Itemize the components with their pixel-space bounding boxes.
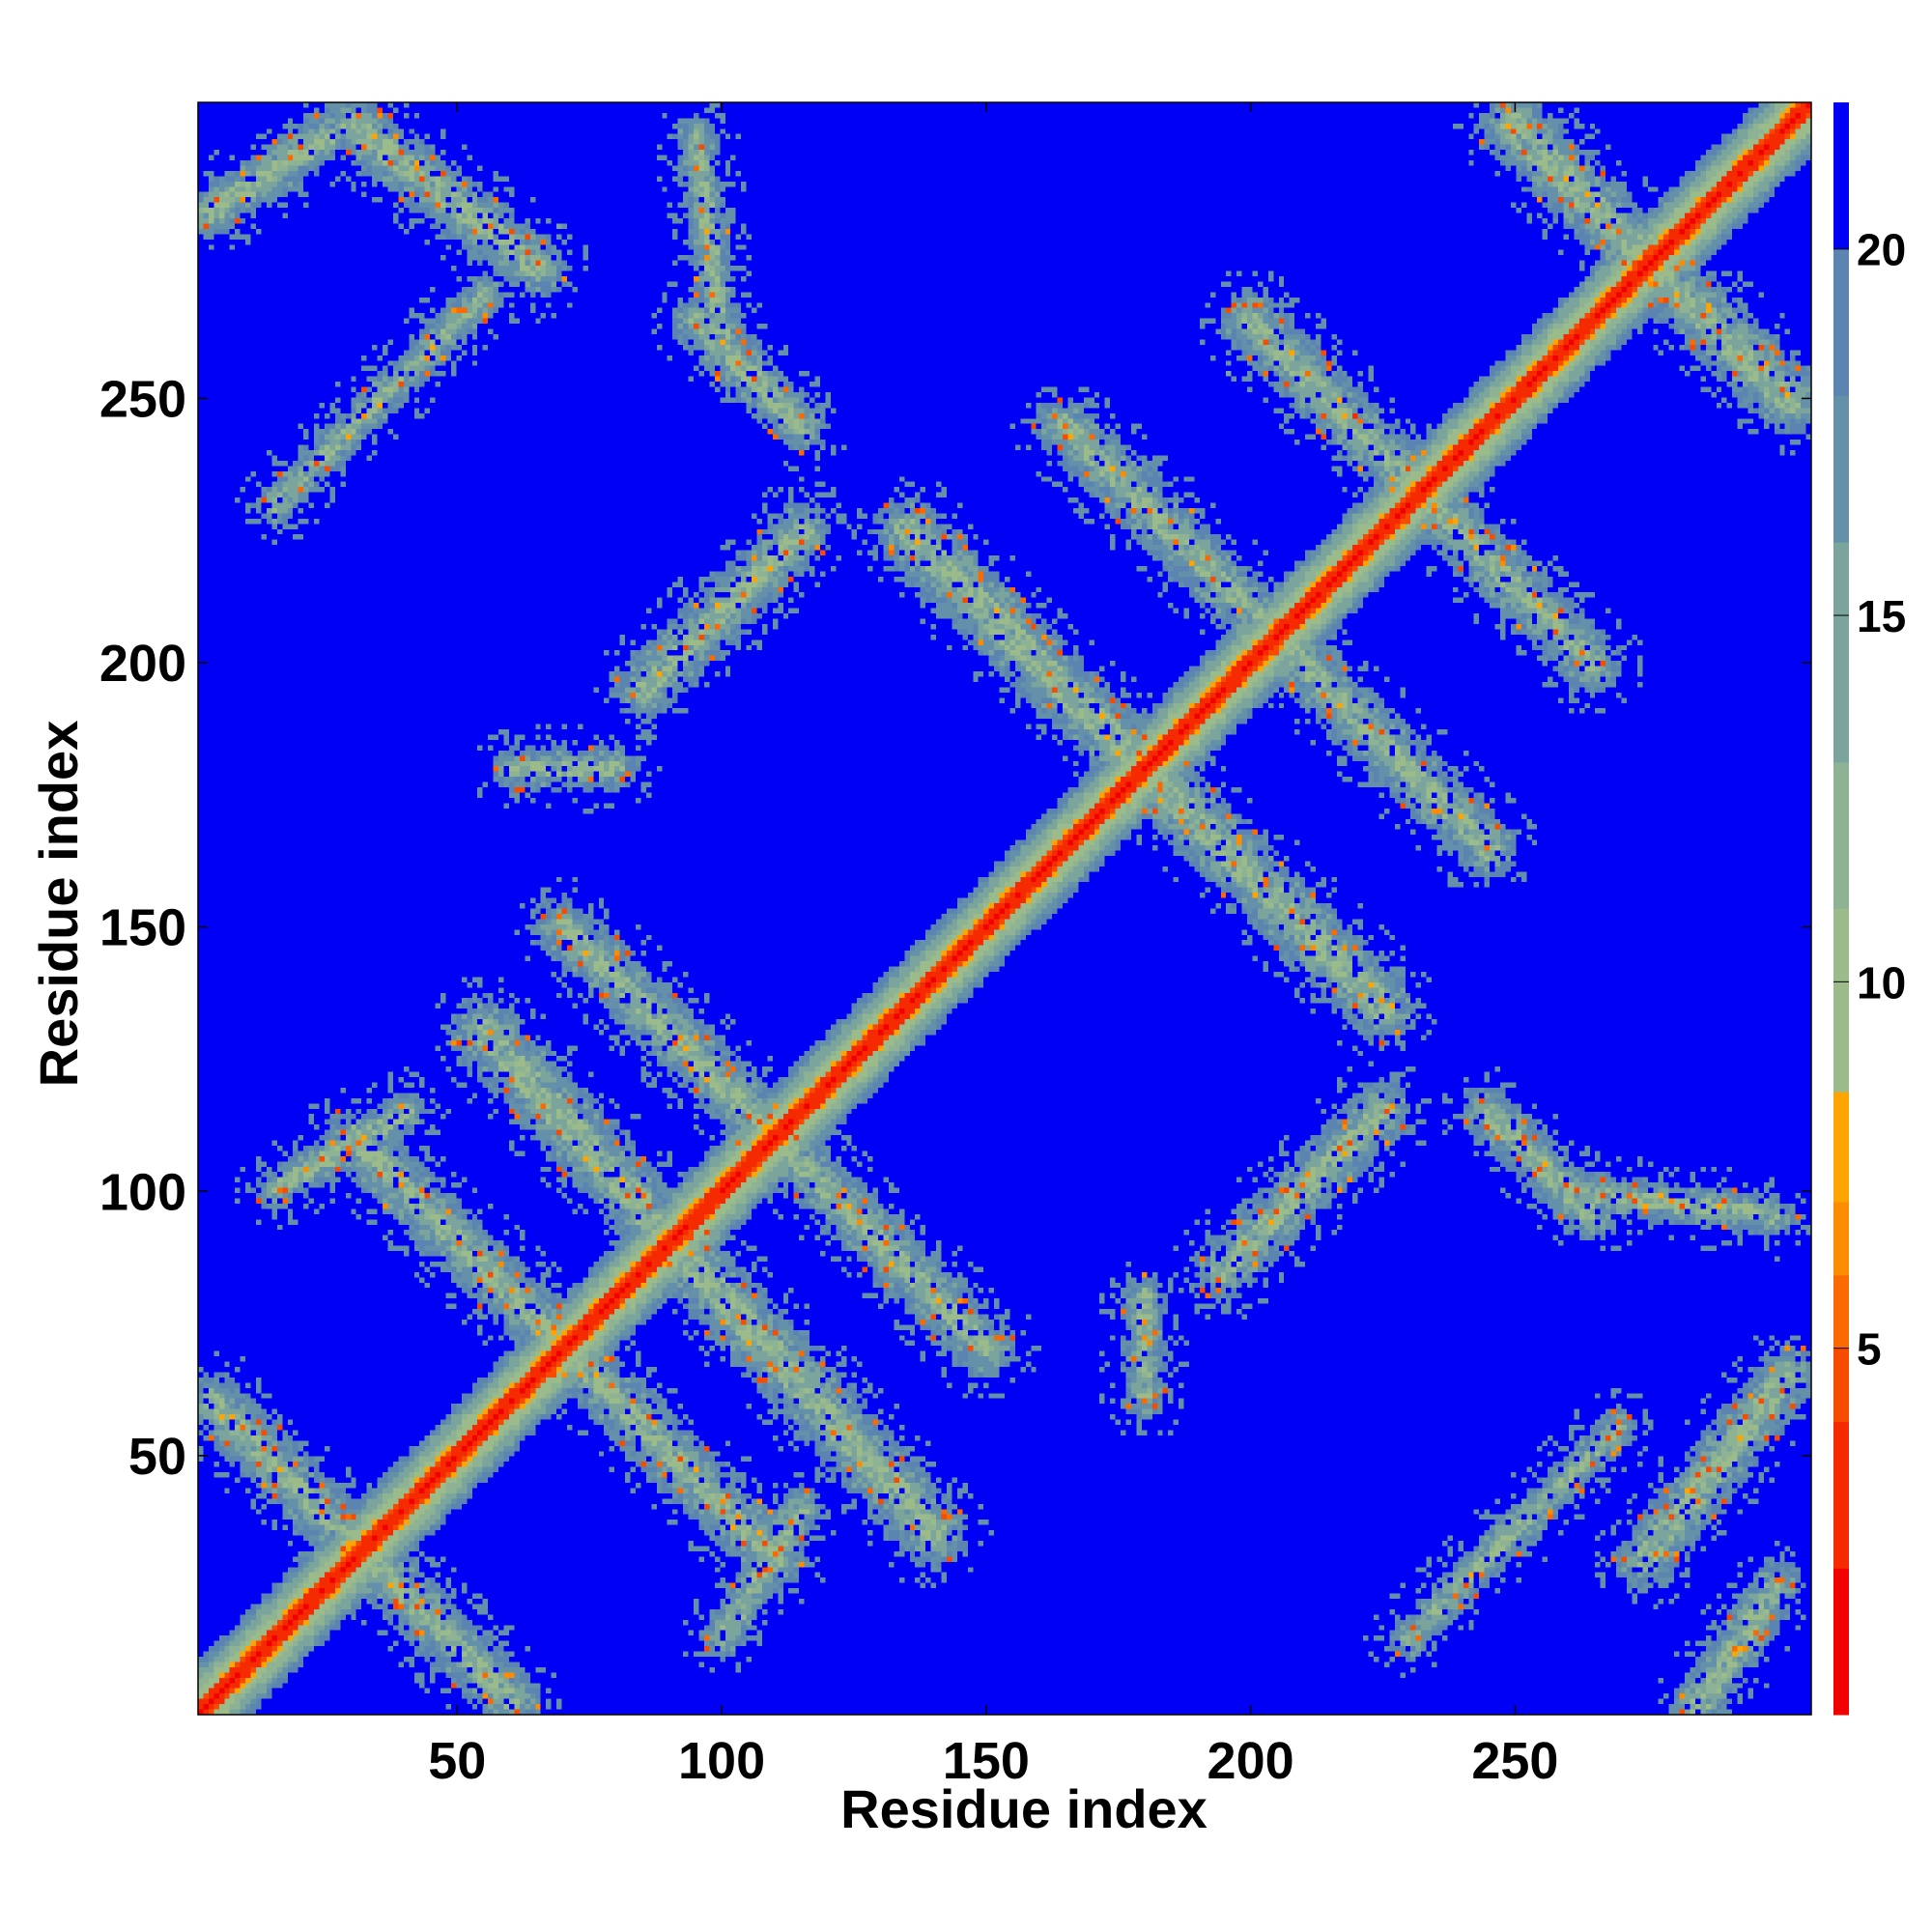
y-tick-label: 50 bbox=[128, 1428, 186, 1486]
colorbar-segment bbox=[1833, 1201, 1849, 1276]
colorbar-segment bbox=[1833, 1092, 1849, 1203]
colorbar-segment bbox=[1833, 542, 1849, 763]
x-tick-label: 100 bbox=[678, 1732, 765, 1790]
x-tick-label: 150 bbox=[943, 1732, 1030, 1790]
colorbar-tick-label: 5 bbox=[1857, 1324, 1882, 1375]
colorbar-segment bbox=[1833, 1274, 1849, 1350]
heatmap-area bbox=[198, 102, 1811, 1715]
y-axis-label: Residue index bbox=[28, 721, 89, 1088]
y-tick-label: 200 bbox=[99, 635, 186, 693]
colorbar-tick-label: 20 bbox=[1857, 225, 1906, 275]
x-axis: 50 100 150 200 250 bbox=[428, 102, 1558, 1790]
y-tick-label: 250 bbox=[99, 370, 186, 428]
colorbar: 5 10 15 20 bbox=[1833, 102, 1906, 1716]
y-tick-label: 100 bbox=[99, 1163, 186, 1221]
colorbar-segment bbox=[1833, 761, 1849, 909]
colorbar-segment bbox=[1833, 395, 1849, 543]
x-tick-label: 50 bbox=[428, 1732, 486, 1790]
contact-map-cells bbox=[198, 102, 1811, 1715]
colorbar-segment bbox=[1833, 248, 1849, 396]
colorbar-tick-label: 10 bbox=[1857, 957, 1906, 1008]
colorbar-segment bbox=[1833, 1421, 1849, 1569]
x-tick-label: 250 bbox=[1471, 1732, 1558, 1790]
colorbar-tick-label: 15 bbox=[1857, 591, 1906, 641]
x-axis-label: Residue index bbox=[840, 1778, 1208, 1839]
colorbar-segment bbox=[1833, 1348, 1849, 1423]
colorbar-segment bbox=[1833, 908, 1849, 1093]
x-tick-label: 200 bbox=[1208, 1732, 1294, 1790]
y-tick-label: 150 bbox=[99, 899, 186, 957]
colorbar-segment bbox=[1833, 102, 1849, 250]
y-axis: 50 100 150 200 250 bbox=[99, 370, 1811, 1486]
colorbar-segment bbox=[1833, 1568, 1849, 1716]
plot-frame bbox=[197, 101, 1812, 1716]
